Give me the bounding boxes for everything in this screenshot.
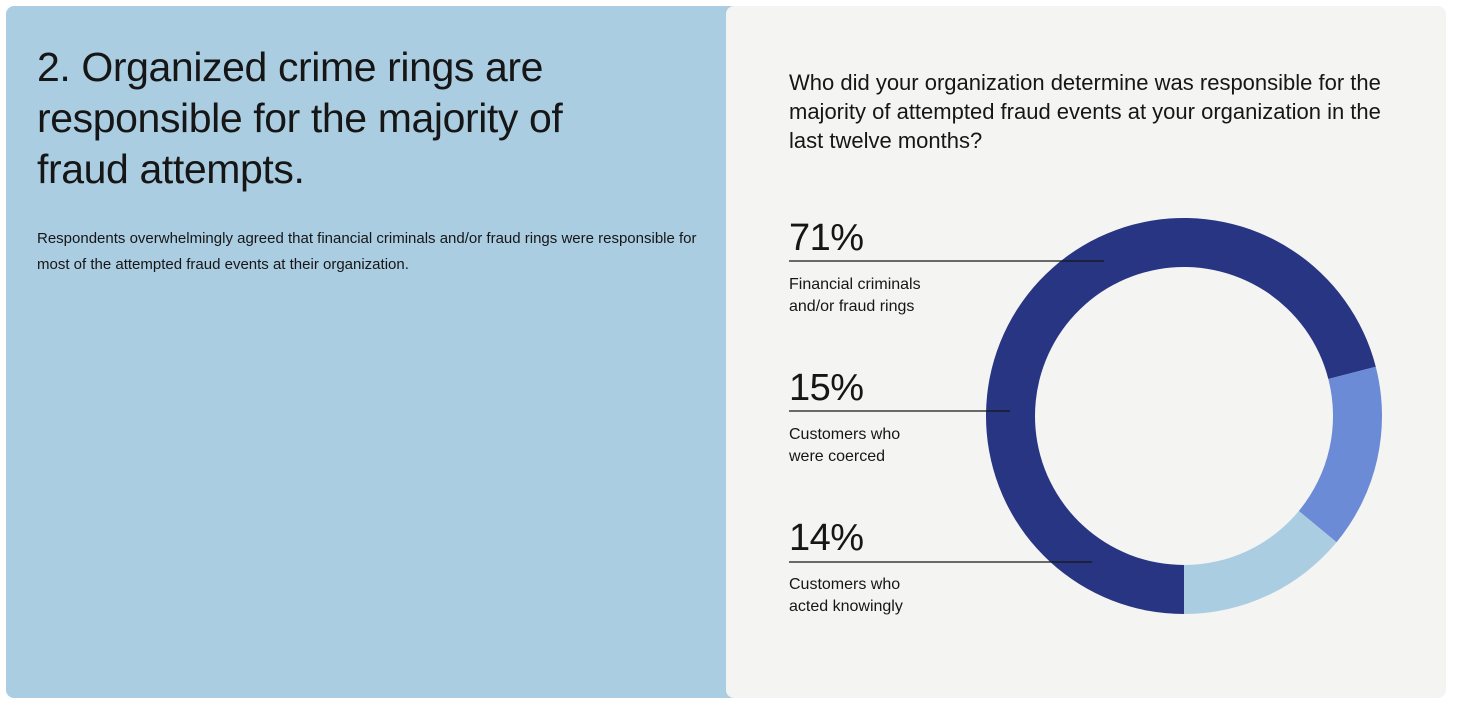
- donut-slice: [1298, 366, 1382, 543]
- data-label-category: Customers who acted knowingly: [789, 574, 903, 618]
- data-label-line: acted knowingly: [789, 598, 903, 615]
- data-label-value: 71%: [789, 217, 864, 259]
- data-label-value: 14%: [789, 517, 864, 559]
- data-label-line: were coerced: [789, 448, 886, 465]
- data-label-line: Customers who: [789, 426, 901, 443]
- chart-panel: Who did your organization determine was …: [726, 6, 1446, 698]
- legend-item: 15% Customers who were coerced: [789, 366, 900, 468]
- data-label-line: Financial criminals: [789, 276, 921, 293]
- data-label-category: Customers who were coerced: [789, 424, 900, 468]
- donut-slice: [1184, 510, 1337, 614]
- description: Respondents overwhelmingly agreed that f…: [37, 230, 697, 273]
- donut-chart: [789, 217, 1382, 614]
- leader-lines-layer: [789, 260, 1104, 563]
- legend-item: 71% Financial criminals and/or fraud rings: [789, 216, 921, 318]
- left-panel: 2. Organized crime rings are responsible…: [6, 6, 746, 698]
- slices-layer: [986, 217, 1382, 614]
- data-label-value: 15%: [789, 367, 864, 409]
- data-label-line: Customers who: [789, 576, 901, 593]
- data-label-line: and/or fraud rings: [789, 298, 915, 315]
- headline: 2. Organized crime rings are responsible…: [37, 44, 563, 192]
- data-label-category: Financial criminals and/or fraud rings: [789, 274, 921, 318]
- chart-question: Who did your organization determine was …: [789, 70, 1381, 153]
- legend-item: 14% Customers who acted knowingly: [789, 516, 903, 618]
